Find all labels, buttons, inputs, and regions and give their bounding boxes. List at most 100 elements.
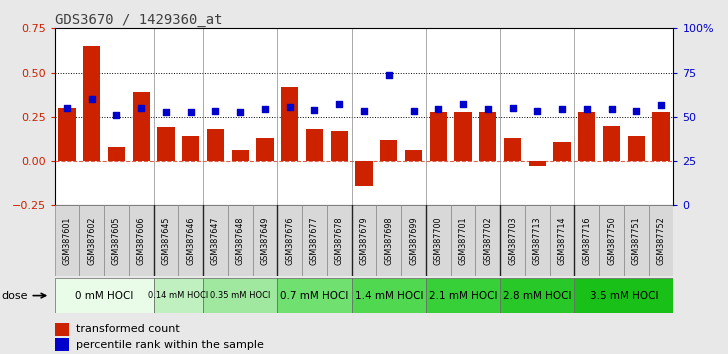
Text: GSM387714: GSM387714 xyxy=(558,216,566,265)
Bar xyxy=(83,46,100,161)
Bar xyxy=(55,323,69,336)
Text: 0 mM HOCl: 0 mM HOCl xyxy=(75,291,133,301)
Point xyxy=(383,73,395,78)
Text: transformed count: transformed count xyxy=(76,324,179,334)
Point xyxy=(556,106,568,112)
Text: GSM387701: GSM387701 xyxy=(459,216,467,265)
Text: 0.14 mM HOCl: 0.14 mM HOCl xyxy=(149,291,208,300)
Point xyxy=(111,112,122,118)
Point xyxy=(358,108,370,113)
Bar xyxy=(104,205,129,276)
Point xyxy=(61,105,73,111)
Point xyxy=(408,108,419,113)
Bar xyxy=(331,131,348,161)
Bar xyxy=(132,92,150,161)
Bar xyxy=(253,205,277,276)
Point xyxy=(185,109,197,114)
Bar xyxy=(178,205,203,276)
Bar xyxy=(327,205,352,276)
Text: GSM387676: GSM387676 xyxy=(285,216,294,265)
Point xyxy=(86,96,98,102)
Point xyxy=(259,106,271,112)
Bar xyxy=(652,112,670,161)
Text: GSM387703: GSM387703 xyxy=(508,216,517,265)
Point xyxy=(507,105,518,111)
Bar xyxy=(454,112,472,161)
Text: GSM387698: GSM387698 xyxy=(384,216,393,265)
Point xyxy=(432,106,444,112)
Bar xyxy=(628,136,645,161)
Bar xyxy=(649,205,673,276)
Text: 0.7 mM HOCl: 0.7 mM HOCl xyxy=(280,291,349,301)
Bar xyxy=(352,205,376,276)
Bar xyxy=(157,127,175,161)
Bar xyxy=(451,205,475,276)
Bar xyxy=(380,140,397,161)
Bar xyxy=(500,278,574,313)
Bar xyxy=(182,136,199,161)
Bar xyxy=(475,205,500,276)
Bar xyxy=(207,129,224,161)
Bar xyxy=(232,149,249,161)
Text: GSM387601: GSM387601 xyxy=(63,217,71,265)
Text: 1.4 mM HOCl: 1.4 mM HOCl xyxy=(355,291,423,301)
Text: percentile rank within the sample: percentile rank within the sample xyxy=(76,340,264,350)
Point xyxy=(333,101,345,107)
Text: GSM387713: GSM387713 xyxy=(533,216,542,265)
Text: GSM387702: GSM387702 xyxy=(483,216,492,265)
Bar xyxy=(281,87,298,161)
Bar xyxy=(479,112,496,161)
Point xyxy=(160,109,172,114)
Text: GSM387602: GSM387602 xyxy=(87,216,96,265)
Bar xyxy=(599,205,624,276)
Text: GSM387677: GSM387677 xyxy=(310,216,319,265)
Bar xyxy=(376,205,401,276)
Text: GSM387648: GSM387648 xyxy=(236,217,245,265)
Bar xyxy=(352,278,426,313)
Bar xyxy=(500,205,525,276)
Text: 2.8 mM HOCl: 2.8 mM HOCl xyxy=(503,291,571,301)
Text: GSM387678: GSM387678 xyxy=(335,216,344,265)
Bar xyxy=(426,205,451,276)
Bar xyxy=(306,129,323,161)
Bar xyxy=(203,205,228,276)
Text: GSM387645: GSM387645 xyxy=(162,216,170,265)
Bar xyxy=(574,278,673,313)
Bar xyxy=(405,149,422,161)
Text: GSM387699: GSM387699 xyxy=(409,216,418,265)
Text: GDS3670 / 1429360_at: GDS3670 / 1429360_at xyxy=(55,13,222,27)
Point xyxy=(482,106,494,112)
Text: GSM387646: GSM387646 xyxy=(186,217,195,265)
Bar xyxy=(55,338,69,351)
Bar xyxy=(228,205,253,276)
Text: GSM387679: GSM387679 xyxy=(360,216,368,265)
Point xyxy=(284,104,296,110)
Bar xyxy=(603,126,620,161)
Point xyxy=(210,108,221,113)
Point xyxy=(234,109,246,114)
Bar xyxy=(525,205,550,276)
Bar xyxy=(624,205,649,276)
Bar xyxy=(550,205,574,276)
Bar xyxy=(203,278,277,313)
Text: GSM387752: GSM387752 xyxy=(657,216,665,265)
Bar xyxy=(108,147,125,161)
Text: GSM387605: GSM387605 xyxy=(112,216,121,265)
Bar xyxy=(55,205,79,276)
Bar xyxy=(553,142,571,161)
Text: dose: dose xyxy=(1,291,46,301)
Point xyxy=(531,108,543,113)
Text: GSM387750: GSM387750 xyxy=(607,216,616,265)
Point xyxy=(135,105,147,111)
Text: GSM387700: GSM387700 xyxy=(434,216,443,265)
Bar xyxy=(529,161,546,166)
Bar xyxy=(401,205,426,276)
Bar xyxy=(129,205,154,276)
Point xyxy=(309,107,320,113)
Bar xyxy=(355,161,373,186)
Text: 2.1 mM HOCl: 2.1 mM HOCl xyxy=(429,291,497,301)
Bar xyxy=(302,205,327,276)
Bar xyxy=(430,112,447,161)
Bar xyxy=(79,205,104,276)
Text: GSM387606: GSM387606 xyxy=(137,217,146,265)
